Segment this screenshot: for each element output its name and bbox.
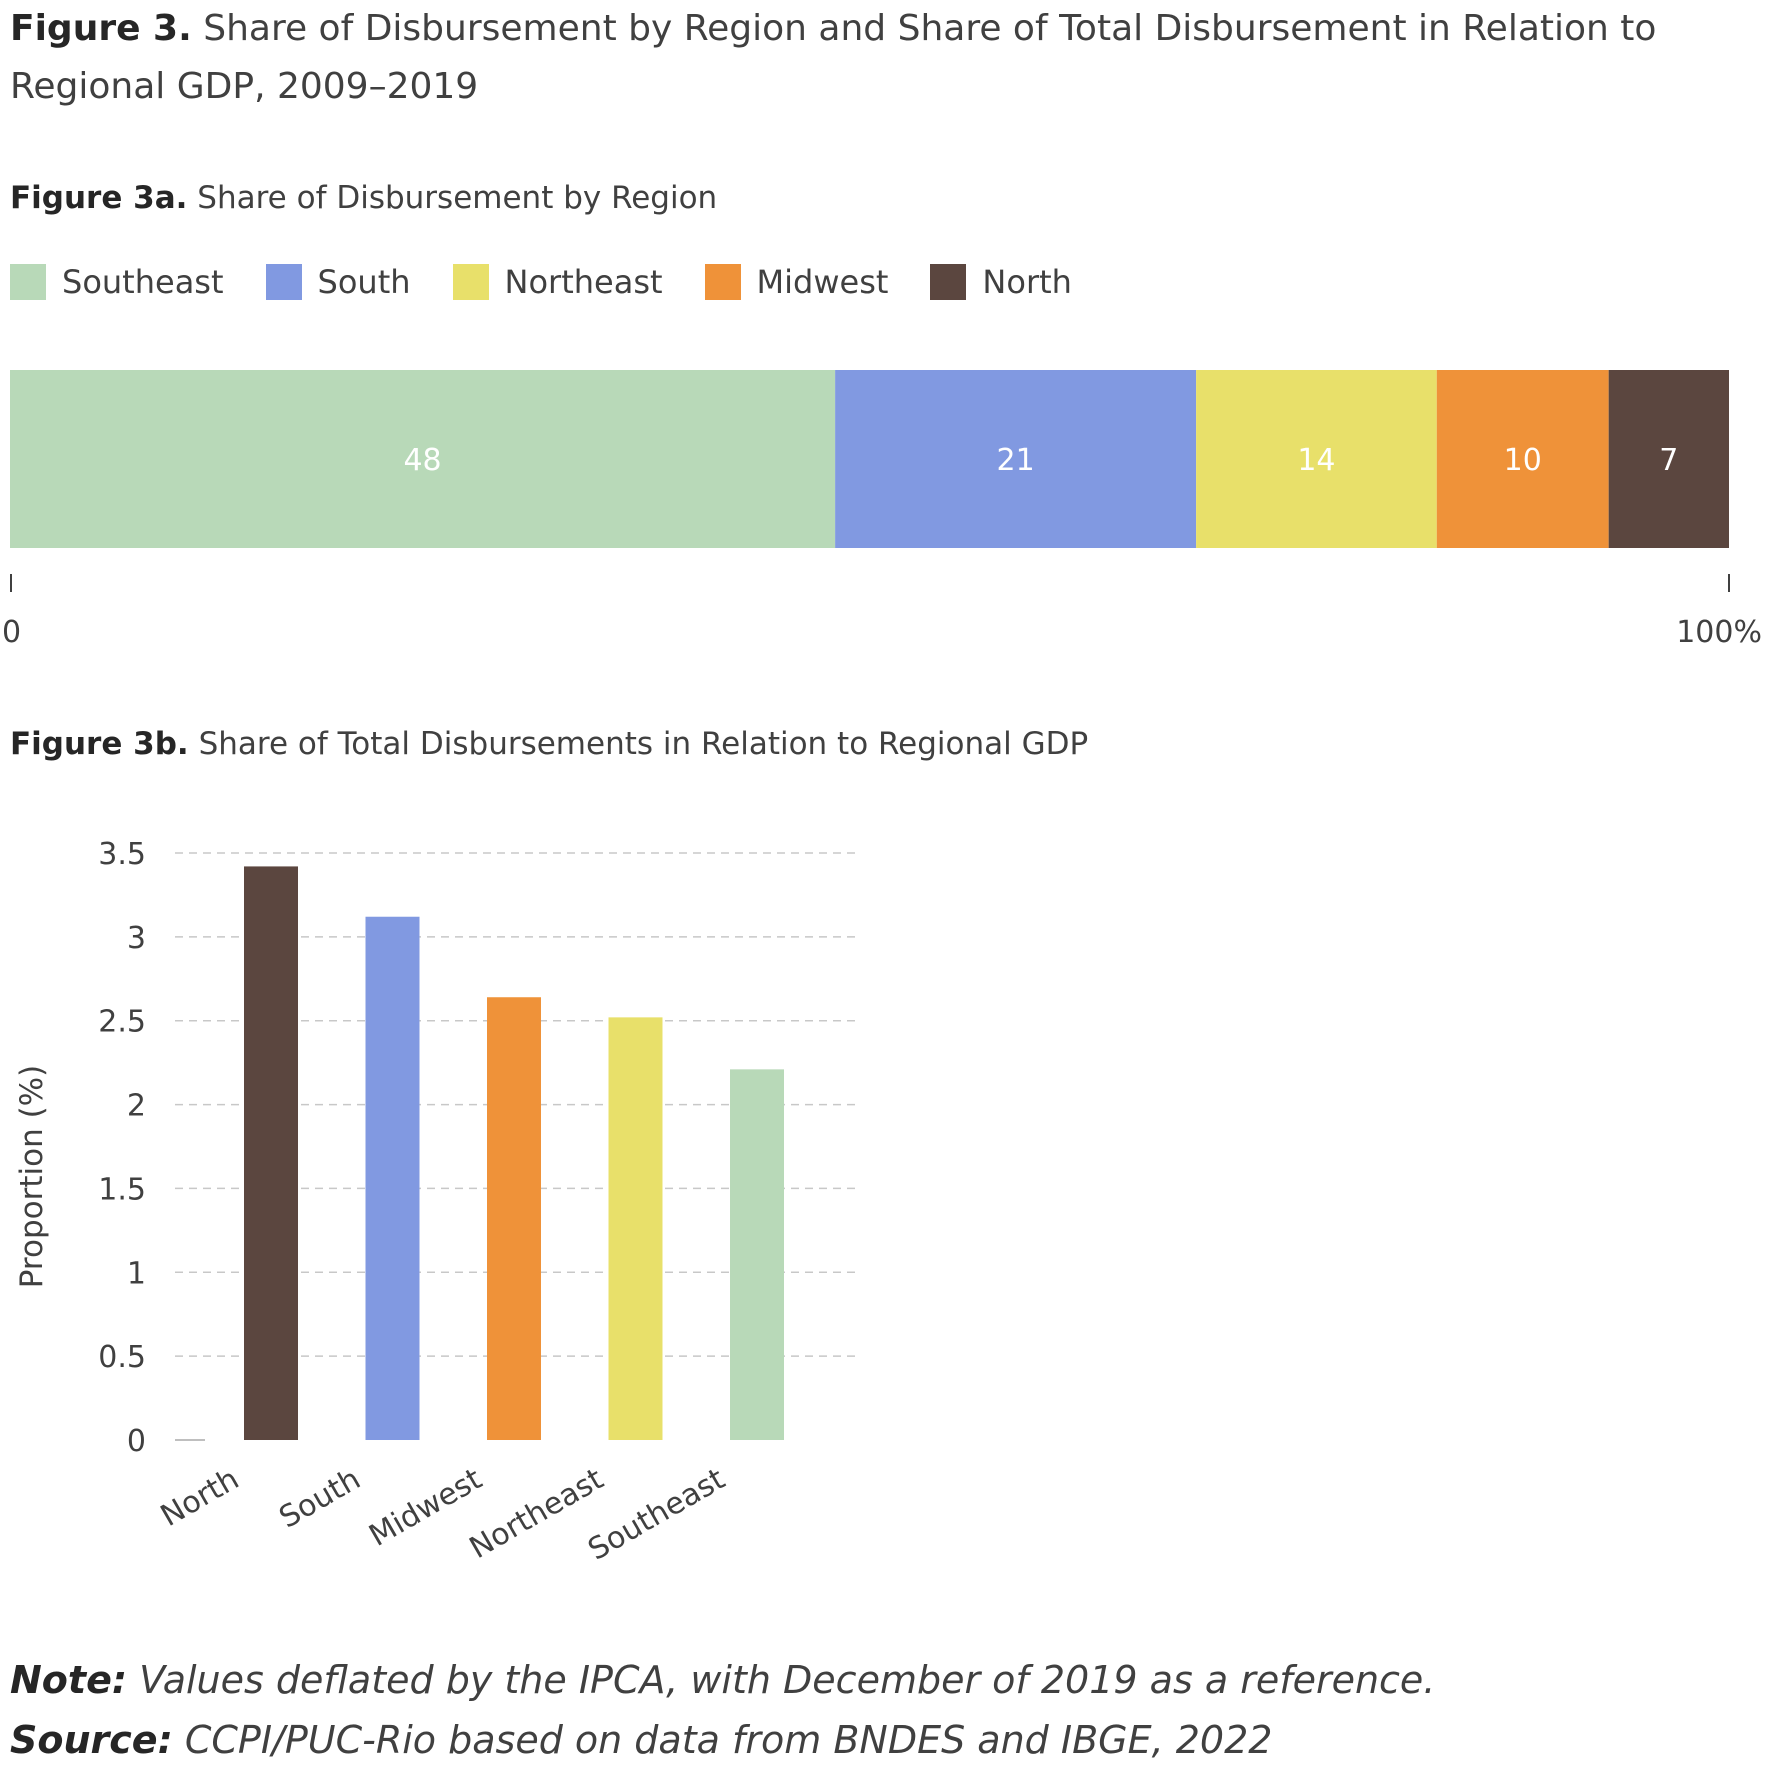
legend-item-south: South xyxy=(265,263,411,301)
legend-swatch xyxy=(704,264,741,300)
legend-item-midwest: Midwest xyxy=(704,263,889,301)
chart-3b-title-text: Share of Total Disbursements in Relation… xyxy=(198,726,1089,762)
bar-north xyxy=(244,866,298,1440)
footer-source-text: CCPI/PUC-Rio based on data from BNDES an… xyxy=(184,1718,1273,1762)
segment-value-label: 48 xyxy=(403,443,441,478)
footer-note-label: Note: xyxy=(10,1658,128,1702)
chart-3a-legend: Southeast South Northeast Midwest North xyxy=(10,262,1114,302)
chart-3a-title-label: Figure 3a. xyxy=(10,180,188,216)
chart-3a-stacked-bar: 48 21 14 10 7 0 100% xyxy=(2,370,1762,650)
chart-3a-title: Figure 3a. Share of Disbursement by Regi… xyxy=(10,180,717,216)
chart-3b-title: Figure 3b. Share of Total Disbursements … xyxy=(10,726,1088,762)
y-tick-label: 3 xyxy=(127,921,146,956)
legend-item-southeast: Southeast xyxy=(10,263,224,301)
x-tick-label: Southeast xyxy=(582,1461,731,1567)
chart-3a-title-text: Share of Disbursement by Region xyxy=(197,180,718,216)
y-tick-label: 1.5 xyxy=(98,1172,146,1207)
y-axis-label: Proportion (%) xyxy=(14,1065,50,1288)
footer-note: Note: Values deflated by the IPCA, with … xyxy=(10,1658,1435,1702)
figure-title: Figure 3. Share of Disbursement by Regio… xyxy=(10,0,1710,116)
legend-label: South xyxy=(317,263,411,301)
stacked-segment-north xyxy=(1608,370,1729,548)
footer-source-label: Source: xyxy=(10,1718,173,1762)
stacked-segment-south xyxy=(835,370,1197,548)
legend-swatch xyxy=(265,264,302,300)
bar-southeast xyxy=(730,1069,784,1440)
footer-note-text: Values deflated by the IPCA, with Decemb… xyxy=(139,1658,1436,1702)
bar-south xyxy=(365,916,420,1440)
y-tick-label: 2.5 xyxy=(98,1005,146,1040)
figure-title-text: Share of Disbursement by Region and Shar… xyxy=(10,8,1657,107)
bar-northeast xyxy=(608,1017,663,1440)
y-tick-label: 2 xyxy=(127,1089,146,1124)
legend-label: North xyxy=(982,263,1072,301)
y-tick-label: 0 xyxy=(127,1424,146,1459)
segment-value-label: 7 xyxy=(1659,443,1678,478)
y-tick-label: 0.5 xyxy=(98,1340,146,1375)
legend-label: Midwest xyxy=(756,263,889,301)
y-tick-label: 1 xyxy=(127,1256,146,1291)
segment-value-label: 21 xyxy=(997,443,1035,478)
bar-midwest xyxy=(487,997,541,1440)
x-tick-label: South xyxy=(273,1462,366,1536)
segment-value-label: 10 xyxy=(1504,443,1542,478)
stacked-segment-southeast xyxy=(10,370,836,548)
footer-source: Source: CCPI/PUC-Rio based on data from … xyxy=(10,1718,1272,1762)
x-tick-label: North xyxy=(155,1462,245,1534)
legend-item-northeast: Northeast xyxy=(452,263,663,301)
legend-label: Southeast xyxy=(62,263,224,301)
figure-title-label: Figure 3. xyxy=(10,8,192,49)
chart-3b-title-label: Figure 3b. xyxy=(10,726,189,762)
legend-swatch xyxy=(930,264,967,300)
stacked-segment-midwest xyxy=(1436,370,1609,548)
y-tick-label: 3.5 xyxy=(98,837,146,872)
segment-value-label: 14 xyxy=(1297,443,1335,478)
legend-swatch xyxy=(10,264,46,300)
stacked-segment-northeast xyxy=(1196,370,1437,548)
legend-label: Northeast xyxy=(504,263,663,301)
legend-swatch xyxy=(452,264,489,300)
axis-label-end: 100% xyxy=(1676,615,1762,650)
axis-label-start: 0 xyxy=(2,615,21,650)
x-tick-label: Northeast xyxy=(464,1461,610,1565)
legend-item-north: North xyxy=(930,263,1072,301)
